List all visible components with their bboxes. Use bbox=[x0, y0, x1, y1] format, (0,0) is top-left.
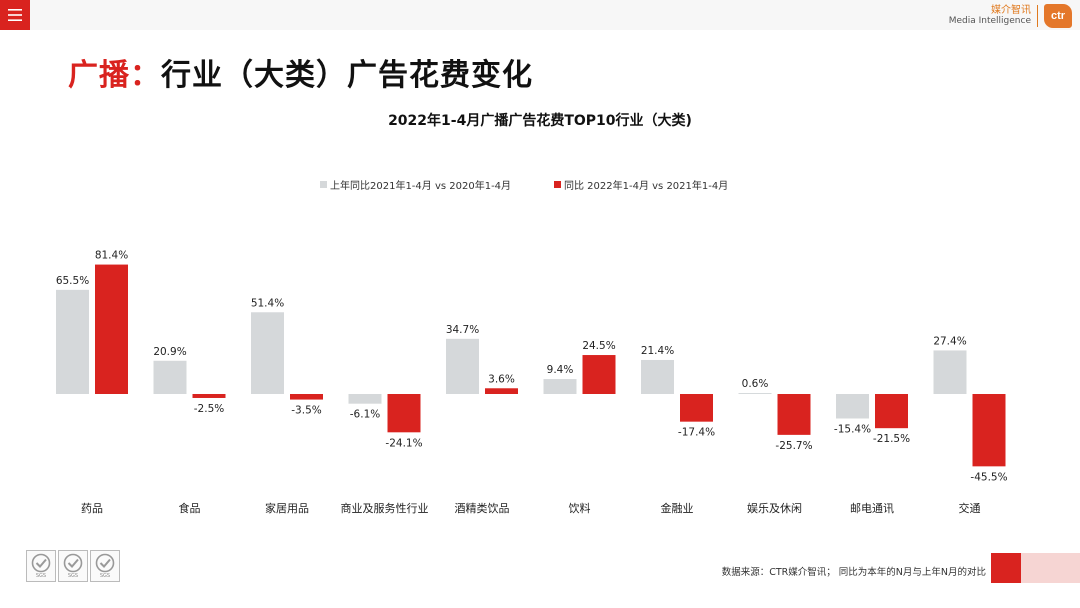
bar bbox=[485, 388, 518, 394]
data-label: -15.4% bbox=[834, 423, 871, 435]
page-title: 广播：行业（大类）广告花费变化 bbox=[68, 50, 533, 94]
footer-accent-block bbox=[991, 553, 1021, 583]
certification-badges: SGS SGS SGS bbox=[26, 550, 120, 582]
bar bbox=[387, 394, 421, 433]
legend-swatch bbox=[320, 181, 327, 188]
data-label: 21.4% bbox=[641, 345, 674, 357]
brand-name-en: Media Intelligence bbox=[948, 16, 1031, 26]
bar bbox=[290, 394, 323, 400]
data-label: -45.5% bbox=[970, 471, 1007, 483]
page-title-accent: 广播： bbox=[68, 58, 161, 93]
bar-chart: 上年同比2021年1-4月 vs 2020年1-4月 同比 2022年1-4月 v… bbox=[56, 179, 1008, 515]
category-label: 饮料 bbox=[569, 501, 591, 515]
bar bbox=[192, 394, 226, 398]
category-label: 邮电通讯 bbox=[850, 502, 894, 515]
badge-label: SGS bbox=[99, 573, 111, 579]
data-label: 3.6% bbox=[488, 373, 515, 385]
bar bbox=[446, 338, 479, 394]
data-label: 34.7% bbox=[446, 324, 479, 336]
brand-separator bbox=[1037, 5, 1038, 27]
bar bbox=[933, 350, 967, 394]
category-label: 家居用品 bbox=[265, 501, 309, 515]
data-label: -24.1% bbox=[385, 437, 422, 449]
bar bbox=[875, 394, 908, 429]
sgs-certification-icon: SGS bbox=[58, 550, 88, 582]
data-label: 0.6% bbox=[742, 378, 769, 390]
brand-name-cn: 媒介智讯 bbox=[991, 5, 1031, 16]
sgs-certification-icon: SGS bbox=[90, 550, 120, 582]
category-label: 商业及服务性行业 bbox=[341, 501, 429, 515]
data-label: 24.5% bbox=[582, 340, 615, 352]
bar bbox=[777, 394, 811, 435]
bar bbox=[95, 264, 128, 394]
data-label: 9.4% bbox=[547, 364, 574, 376]
bar bbox=[251, 312, 284, 394]
bar bbox=[582, 355, 616, 394]
hamburger-menu-icon[interactable] bbox=[0, 0, 30, 30]
bar bbox=[641, 359, 674, 394]
category-label: 金融业 bbox=[661, 501, 694, 515]
bar bbox=[543, 379, 577, 394]
legend-label: 上年同比2021年1-4月 vs 2020年1-4月 bbox=[330, 179, 511, 192]
data-label: 81.4% bbox=[95, 250, 128, 262]
data-label: -21.5% bbox=[873, 433, 910, 445]
brand: 媒介智讯 Media Intelligence ctr bbox=[949, 4, 1072, 28]
badge-label: SGS bbox=[35, 573, 47, 579]
footer-accent-block-light bbox=[1021, 553, 1080, 583]
bar bbox=[348, 394, 382, 404]
chart-title: 2022年1-4月广播广告花费TOP10行业（大类) bbox=[388, 113, 692, 129]
bar bbox=[972, 394, 1006, 467]
bar bbox=[836, 394, 869, 419]
data-label: -6.1% bbox=[350, 409, 380, 421]
data-label: -3.5% bbox=[291, 405, 321, 417]
data-source-note: 数据来源：CTR媒介智讯； 同比为本年的N月与上年N月的对比 bbox=[721, 567, 986, 578]
category-label: 交通 bbox=[959, 501, 981, 515]
category-label: 酒精类饮品 bbox=[455, 501, 510, 515]
data-label: -17.4% bbox=[678, 427, 715, 439]
data-label: 51.4% bbox=[251, 297, 284, 309]
ctr-logo: ctr bbox=[1044, 4, 1072, 28]
sgs-certification-icon: SGS bbox=[26, 550, 56, 582]
data-label: 27.4% bbox=[933, 335, 966, 347]
category-label: 药品 bbox=[81, 502, 103, 515]
bar bbox=[153, 360, 187, 394]
bar bbox=[738, 393, 772, 394]
legend-label: 同比 2022年1-4月 vs 2021年1-4月 bbox=[564, 179, 728, 192]
data-label: -2.5% bbox=[194, 403, 224, 415]
legend-swatch bbox=[554, 181, 561, 188]
badge-label: SGS bbox=[67, 573, 79, 579]
bar bbox=[56, 289, 89, 394]
category-label: 食品 bbox=[179, 501, 201, 515]
data-label: 20.9% bbox=[153, 346, 186, 358]
page-title-rest: 行业（大类）广告花费变化 bbox=[161, 58, 533, 93]
bar bbox=[680, 394, 713, 422]
data-label: 65.5% bbox=[56, 275, 89, 287]
data-label: -25.7% bbox=[775, 440, 812, 452]
category-label: 娱乐及休闲 bbox=[747, 501, 802, 515]
top-bar: 媒介智讯 Media Intelligence ctr bbox=[0, 0, 1080, 30]
